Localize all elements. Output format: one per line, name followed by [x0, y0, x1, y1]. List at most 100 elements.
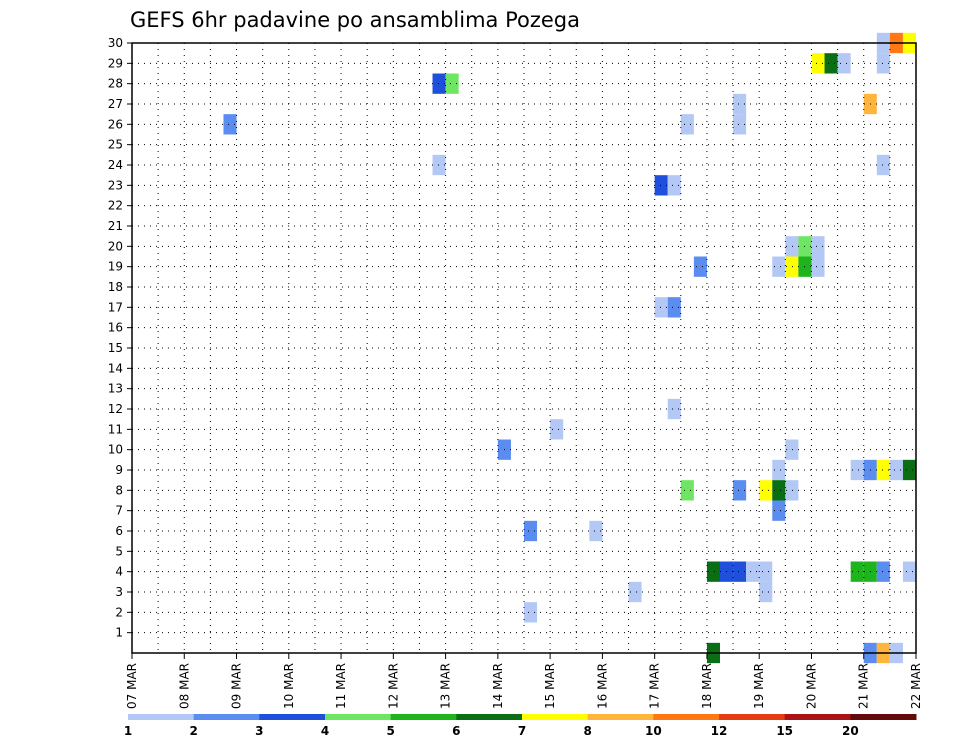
- legend-swatch: [850, 714, 917, 720]
- precip-cell: [589, 520, 603, 542]
- y-tick-label: 5: [115, 544, 123, 558]
- legend-label: 2: [189, 724, 197, 738]
- precip-cell: [746, 561, 760, 582]
- precip-cell: [733, 561, 747, 582]
- precip-cell: [876, 561, 890, 582]
- precip-cell: [680, 114, 694, 135]
- precip-cell: [876, 459, 890, 481]
- precip-cell: [628, 581, 642, 603]
- precip-cell: [772, 480, 786, 501]
- y-tick-label: 9: [115, 463, 123, 477]
- precip-cell: [785, 480, 799, 501]
- precip-cell: [850, 561, 864, 582]
- precip-cell: [876, 154, 890, 176]
- y-tick-label: 27: [108, 97, 123, 111]
- precip-cell: [550, 419, 564, 440]
- precip-cell: [445, 73, 459, 94]
- precip-cell: [772, 500, 786, 521]
- precip-cell: [680, 480, 694, 501]
- precip-cell: [850, 459, 864, 481]
- legend-label: 3: [255, 724, 263, 738]
- precip-cell: [654, 175, 668, 196]
- precip-cell: [733, 114, 747, 135]
- x-tick-label: 14 MAR: [491, 663, 505, 709]
- precip-cell: [654, 297, 668, 318]
- y-tick-label: 2: [115, 605, 123, 619]
- precip-cell: [889, 459, 903, 481]
- x-tick-label: 09 MAR: [230, 663, 244, 709]
- x-tick-label: 11 MAR: [334, 663, 348, 709]
- y-tick-label: 13: [108, 382, 123, 396]
- precip-cell: [733, 93, 747, 115]
- x-tick-label: 21 MAR: [857, 663, 871, 709]
- y-tick-label: 10: [108, 443, 123, 457]
- y-tick-label: 6: [115, 524, 123, 538]
- y-tick-label: 16: [108, 321, 123, 335]
- precip-cell: [837, 53, 851, 74]
- x-tick-label: 16 MAR: [595, 663, 609, 709]
- x-tick-label: 08 MAR: [177, 663, 191, 709]
- y-tick-label: 20: [108, 239, 123, 253]
- cells-layer: [223, 32, 916, 664]
- precip-cell: [223, 114, 237, 135]
- legend-label: 20: [842, 724, 859, 738]
- legend-label: 4: [321, 724, 329, 738]
- chart-title: GEFS 6hr padavine po ansamblima Pozega: [130, 8, 580, 32]
- precip-cell: [811, 256, 825, 277]
- legend-label: 7: [518, 724, 526, 738]
- x-tick-label: 12 MAR: [386, 663, 400, 709]
- precip-cell: [824, 53, 838, 74]
- legend-label: 1: [124, 724, 132, 738]
- precip-cell: [785, 236, 799, 257]
- legend-swatch: [325, 714, 392, 720]
- grid-layer: [132, 43, 916, 653]
- y-tick-label: 25: [108, 138, 123, 152]
- y-tick-label: 3: [115, 585, 123, 599]
- y-tick-label: 14: [108, 361, 123, 375]
- y-tick-label: 15: [108, 341, 123, 355]
- precip-cell: [772, 459, 786, 481]
- y-tick-label: 12: [108, 402, 123, 416]
- legend-swatch: [784, 714, 851, 720]
- precip-cell: [706, 561, 720, 582]
- y-tick-label: 23: [108, 178, 123, 192]
- y-tick-label: 19: [108, 260, 123, 274]
- precip-cell: [811, 53, 825, 74]
- legend-swatch: [259, 714, 326, 720]
- x-tick-label: 20 MAR: [804, 663, 818, 709]
- legend-swatch: [193, 714, 260, 720]
- precip-cell: [432, 73, 446, 94]
- y-tick-label: 24: [108, 158, 123, 172]
- y-tick-label: 22: [108, 199, 123, 213]
- y-tick-label: 30: [108, 36, 123, 50]
- y-tick-label: 7: [115, 504, 123, 518]
- precip-cell: [902, 561, 916, 582]
- precip-cell: [667, 297, 681, 318]
- precip-cell: [759, 561, 773, 582]
- precip-cell: [759, 581, 773, 603]
- legend-swatch: [390, 714, 457, 720]
- y-tick-label: 18: [108, 280, 123, 294]
- legend-swatch: [522, 714, 589, 720]
- legend-label: 8: [583, 724, 591, 738]
- x-tick-label: 13 MAR: [439, 663, 453, 709]
- x-tick-label: 07 MAR: [125, 663, 139, 709]
- y-tick-label: 28: [108, 77, 123, 91]
- precip-cell: [693, 256, 707, 277]
- precip-cell: [733, 480, 747, 501]
- precip-cell: [772, 256, 786, 277]
- x-tick-label: 18 MAR: [700, 663, 714, 709]
- precip-cell: [785, 256, 799, 277]
- precip-cell: [876, 53, 890, 74]
- y-tick-label: 8: [115, 483, 123, 497]
- precip-cell: [524, 520, 538, 542]
- precip-cell: [432, 154, 446, 176]
- y-tick-label: 29: [108, 56, 123, 70]
- precip-cell: [759, 480, 773, 501]
- y-tick-label: 1: [115, 626, 123, 640]
- precip-cell: [667, 175, 681, 196]
- y-tick-label: 17: [108, 300, 123, 314]
- x-tick-label: 17 MAR: [648, 663, 662, 709]
- legend-label: 10: [645, 724, 662, 738]
